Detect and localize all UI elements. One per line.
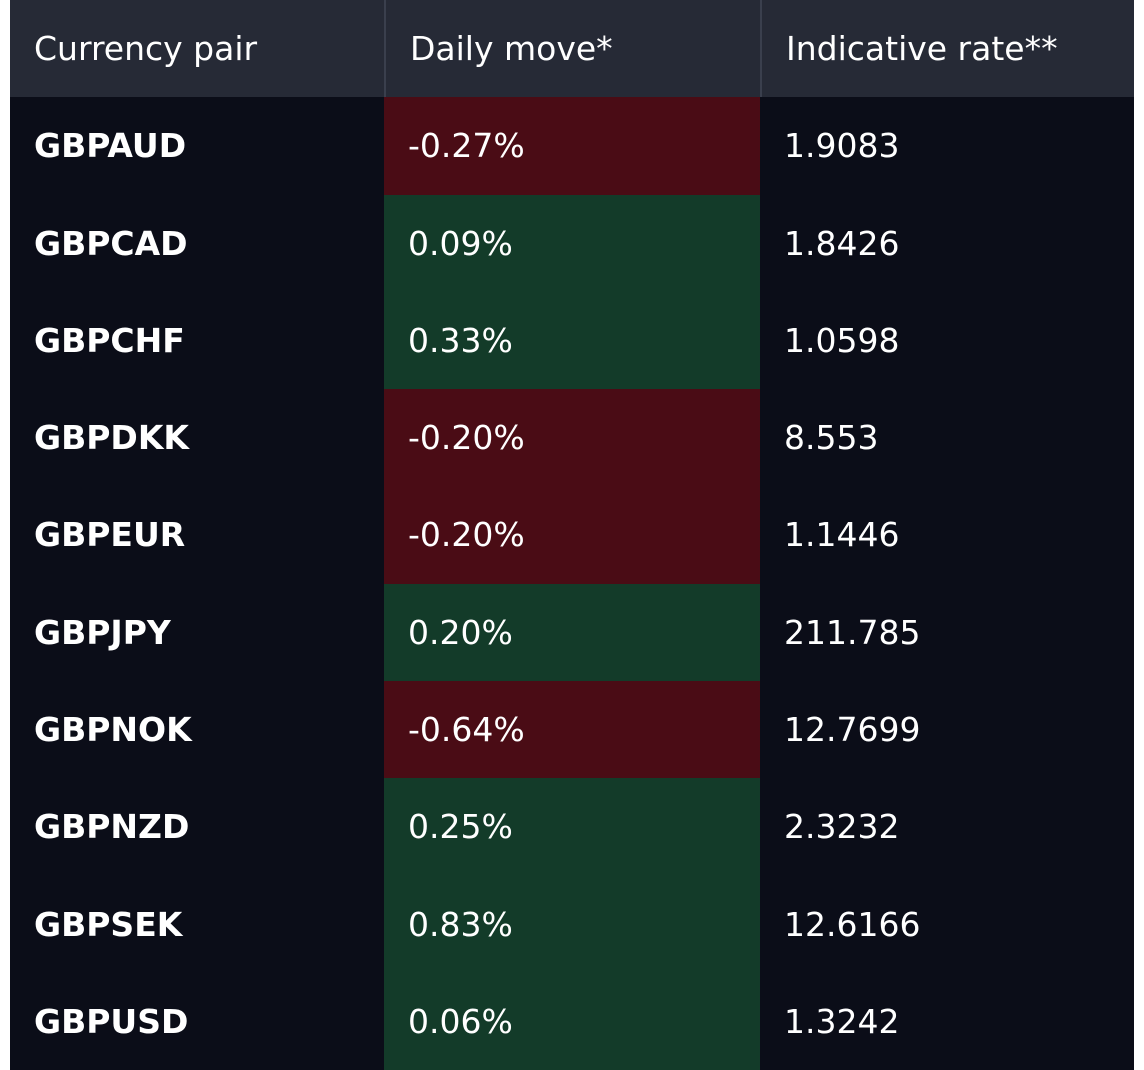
currency-pair: GBPJPY [34, 612, 171, 652]
indicative-rate: 1.0598 [784, 320, 900, 360]
daily-move: -0.20% [384, 389, 760, 487]
daily-move: 0.83% [384, 875, 760, 973]
indicative-rate: 2.3232 [784, 807, 900, 847]
currency-pair: GBPNZD [34, 807, 190, 847]
indicative-rate: 1.3242 [784, 1001, 900, 1041]
indicative-rate: 1.1446 [784, 515, 900, 555]
daily-move: 0.20% [384, 583, 760, 681]
currency-pair: GBPCAD [34, 223, 188, 263]
column-header: Daily move* [384, 0, 760, 98]
currency-pair: GBPNOK [34, 710, 192, 750]
column-header: Currency pair [10, 0, 384, 98]
indicative-rate: 12.6166 [784, 904, 921, 944]
daily-move: 0.25% [384, 778, 760, 876]
daily-move: -0.27% [384, 97, 760, 195]
daily-move: 0.06% [384, 972, 760, 1070]
indicative-rate: 8.553 [784, 418, 879, 458]
currency-pair: GBPDKK [34, 418, 189, 458]
currency-pair: GBPEUR [34, 515, 186, 555]
indicative-rate: 1.9083 [784, 126, 900, 166]
daily-move: 0.09% [384, 194, 760, 292]
indicative-rate: 1.8426 [784, 223, 900, 263]
rates-table: Currency pair Daily move* Indicative rate*… [10, 0, 1134, 1070]
currency-pair: GBPAUD [34, 126, 187, 166]
indicative-rate: 211.785 [784, 612, 921, 652]
daily-move: 0.33% [384, 291, 760, 390]
indicative-rate: 12.7699 [784, 710, 921, 750]
currency-pair: GBPCHF [34, 320, 185, 360]
daily-move: -0.20% [384, 486, 760, 584]
currency-pair: GBPSEK [34, 904, 183, 944]
column-header: Indicative rate** [760, 0, 1134, 98]
currency-pair: GBPUSD [34, 1001, 189, 1041]
daily-move: -0.64% [384, 680, 760, 779]
